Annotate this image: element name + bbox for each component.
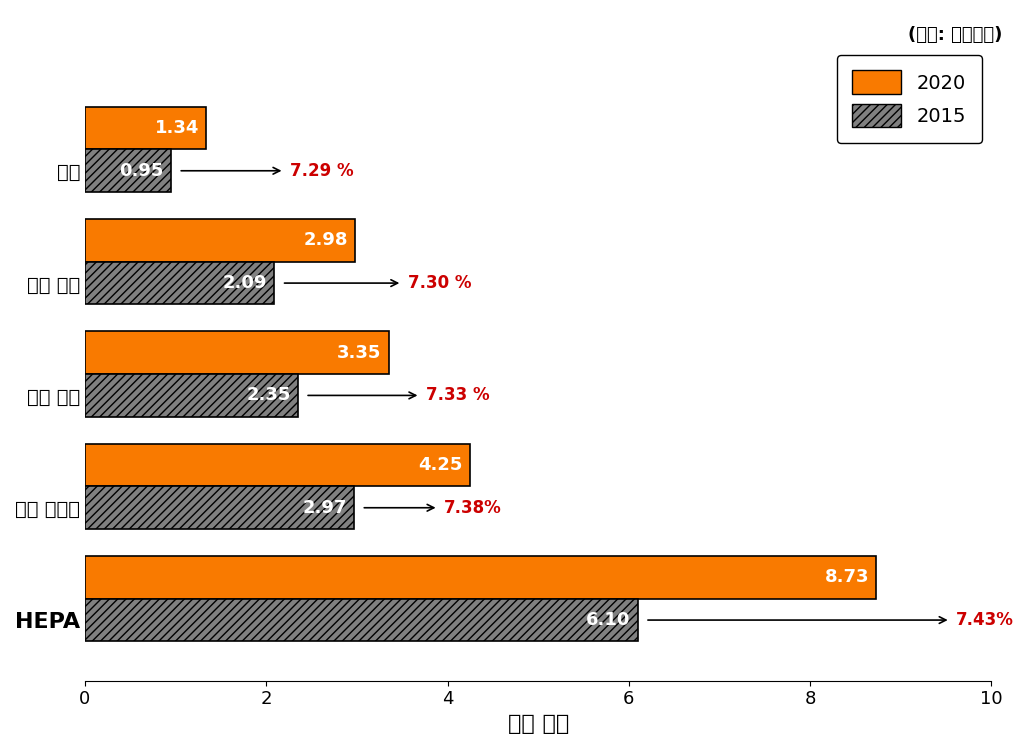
Bar [85, 598, 637, 641]
Text: (단위: 십억달러): (단위: 십억달러) [908, 26, 1002, 44]
Text: 2.97: 2.97 [303, 499, 347, 517]
Text: 8.73: 8.73 [824, 568, 869, 586]
Bar [85, 374, 298, 416]
Bar [85, 219, 355, 261]
Text: 2.98: 2.98 [304, 231, 348, 249]
Bar [85, 261, 275, 304]
Text: 7.30 %: 7.30 % [408, 274, 471, 292]
Text: 7.29 %: 7.29 % [290, 162, 353, 180]
Bar [85, 331, 388, 374]
Text: 3.35: 3.35 [337, 344, 381, 362]
Bar [85, 556, 876, 598]
Bar [85, 486, 354, 529]
Bar [85, 443, 470, 486]
Text: 7.38%: 7.38% [444, 499, 502, 517]
Legend: 2020, 2015: 2020, 2015 [837, 55, 981, 143]
Bar [85, 149, 171, 192]
Text: 2.35: 2.35 [246, 386, 290, 404]
Text: 0.95: 0.95 [120, 162, 164, 180]
Text: 7.43%: 7.43% [956, 611, 1013, 629]
Text: 7.33 %: 7.33 % [426, 386, 490, 404]
Text: 4.25: 4.25 [418, 456, 463, 474]
Text: 2.09: 2.09 [223, 274, 268, 292]
X-axis label: 시장 규모: 시장 규모 [507, 714, 569, 734]
Bar [85, 107, 207, 149]
Text: 1.34: 1.34 [155, 119, 199, 137]
Text: 6.10: 6.10 [587, 611, 630, 629]
